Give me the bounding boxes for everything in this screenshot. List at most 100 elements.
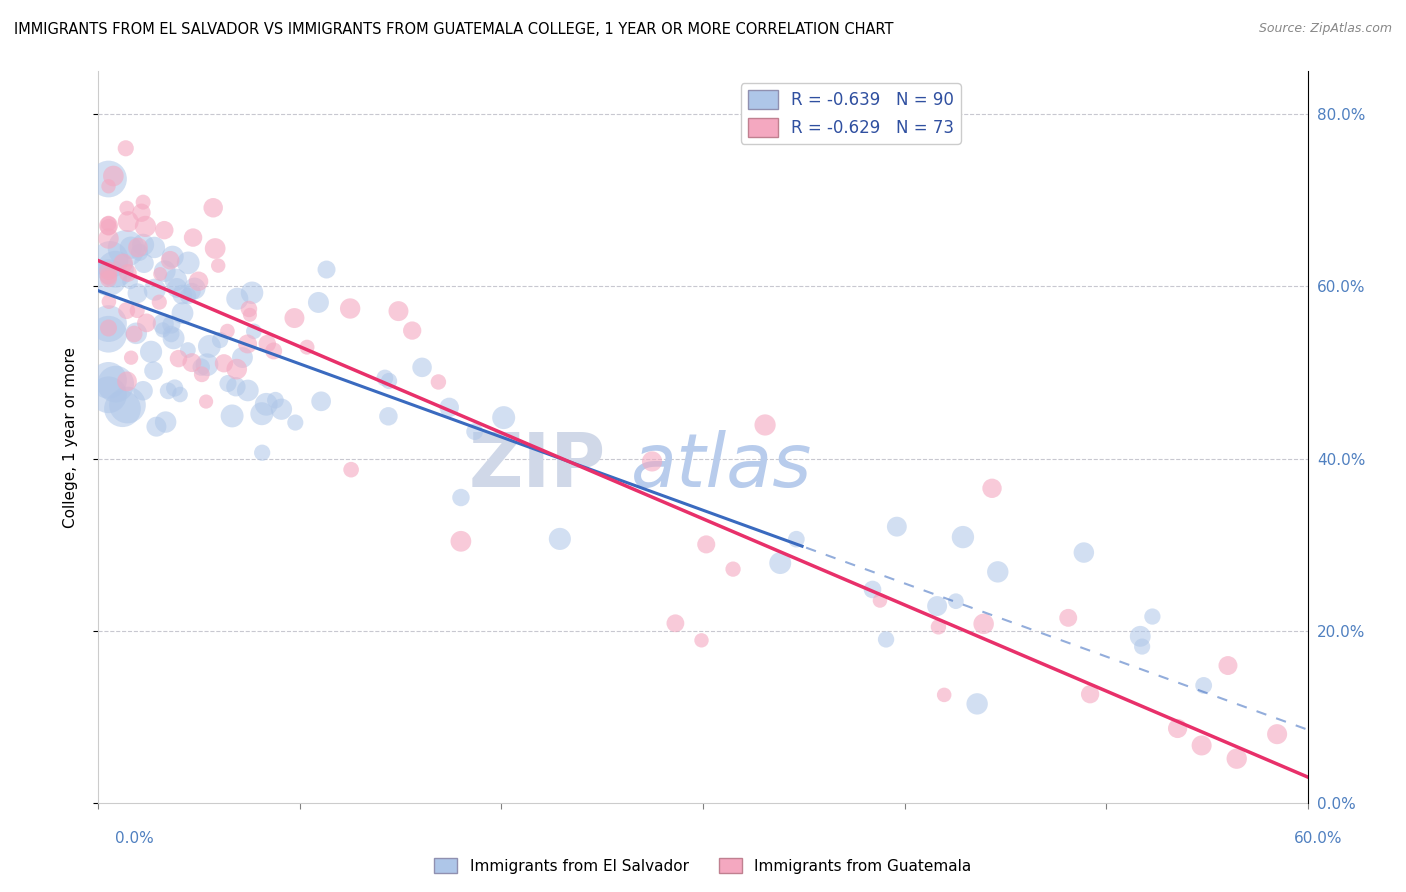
Point [340, 463, 363, 477]
Point [225, 380, 247, 394]
Point [111, 401, 134, 416]
Point [295, 340, 318, 354]
Point [1167, 722, 1189, 736]
Point [167, 351, 190, 366]
Point [198, 339, 221, 353]
Point [97, 217, 120, 231]
Point [548, 532, 571, 546]
Point [177, 256, 200, 270]
Point [217, 324, 239, 338]
Point [387, 304, 409, 318]
Point [104, 377, 127, 392]
Point [125, 326, 148, 341]
Point [162, 331, 184, 345]
Point [120, 241, 142, 255]
Point [664, 616, 686, 631]
Point [243, 324, 266, 338]
Point [427, 375, 450, 389]
Point [143, 283, 166, 297]
Point [239, 308, 262, 322]
Point [981, 481, 1004, 495]
Point [411, 360, 433, 375]
Point [152, 323, 174, 337]
Point [131, 206, 153, 220]
Point [450, 534, 472, 549]
Point [785, 532, 807, 546]
Point [97, 263, 120, 277]
Point [143, 240, 166, 254]
Point [225, 362, 247, 376]
Y-axis label: College, 1 year or more: College, 1 year or more [63, 347, 77, 527]
Point [1142, 609, 1164, 624]
Point [160, 318, 183, 332]
Point [132, 237, 155, 252]
Point [307, 295, 329, 310]
Point [927, 620, 949, 634]
Point [886, 519, 908, 533]
Point [315, 262, 337, 277]
Point [166, 281, 188, 295]
Point [97, 272, 120, 286]
Point [97, 231, 120, 245]
Point [250, 446, 273, 460]
Point [181, 285, 204, 299]
Point [160, 326, 183, 341]
Point [172, 287, 194, 301]
Point [1265, 727, 1288, 741]
Point [212, 356, 235, 370]
Point [134, 219, 156, 234]
Point [97, 294, 120, 309]
Point [97, 172, 120, 186]
Point [149, 267, 172, 281]
Point [163, 381, 186, 395]
Point [97, 268, 120, 283]
Point [177, 289, 200, 303]
Point [240, 285, 263, 300]
Point [97, 373, 120, 387]
Point [254, 397, 277, 411]
Point [127, 286, 149, 301]
Point [120, 351, 142, 365]
Point [204, 242, 226, 256]
Point [159, 253, 181, 268]
Point [148, 295, 170, 310]
Point [191, 368, 214, 382]
Point [139, 344, 162, 359]
Point [401, 324, 423, 338]
Point [450, 491, 472, 505]
Point [165, 273, 187, 287]
Point [263, 343, 285, 358]
Legend: Immigrants from El Salvador, Immigrants from Guatemala: Immigrants from El Salvador, Immigrants … [429, 852, 977, 880]
Point [464, 425, 486, 439]
Point [927, 599, 949, 613]
Point [98, 252, 121, 267]
Point [132, 384, 155, 398]
Point [162, 250, 184, 264]
Point [117, 266, 139, 280]
Point [209, 333, 232, 347]
Point [122, 326, 145, 341]
Point [217, 376, 239, 391]
Point [169, 387, 191, 401]
Point [283, 311, 305, 326]
Point [1130, 640, 1153, 654]
Point [97, 179, 120, 194]
Point [1073, 545, 1095, 559]
Point [190, 360, 212, 375]
Text: ZIP: ZIP [470, 430, 606, 503]
Point [226, 292, 249, 306]
Point [145, 419, 167, 434]
Point [97, 220, 120, 235]
Text: 60.0%: 60.0% [1295, 831, 1343, 846]
Point [987, 565, 1010, 579]
Point [115, 375, 138, 389]
Text: 0.0%: 0.0% [115, 831, 155, 846]
Point [97, 388, 120, 402]
Point [695, 537, 717, 551]
Point [236, 337, 259, 351]
Point [97, 321, 120, 335]
Point [104, 262, 127, 277]
Point [195, 394, 218, 409]
Point [97, 270, 120, 285]
Point [183, 281, 205, 295]
